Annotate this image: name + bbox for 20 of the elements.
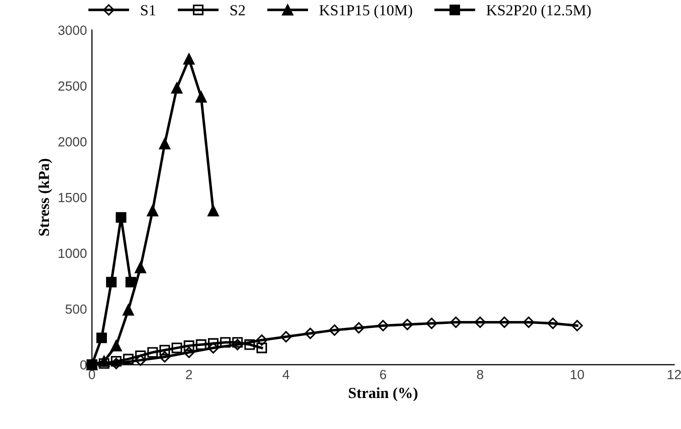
x-axis-title: Strain (%) <box>348 387 418 402</box>
x-tick-label: 2 <box>186 370 192 380</box>
y-tick-label: 1500 <box>58 192 87 202</box>
y-tick-label: 500 <box>66 304 87 314</box>
x-tick-label: 0 <box>88 370 96 380</box>
legend-label: KS2P20 (12.5M) <box>486 4 591 19</box>
y-tick-label: 0 <box>80 360 87 370</box>
x-tick-label: 12 <box>668 370 681 380</box>
y-tick-label: 3000 <box>58 26 87 35</box>
y-axis-title: Stress (kPa) <box>38 158 52 236</box>
y-tick-label: 1000 <box>58 248 87 258</box>
x-tick-label: 10 <box>570 370 584 380</box>
x-tick-label: 4 <box>282 370 290 380</box>
legend-label: S2 <box>230 5 245 16</box>
legend-label: KS1P15 (10M) <box>319 4 412 19</box>
y-tick-label: 2000 <box>58 137 87 146</box>
y-tick-label: 2500 <box>58 81 87 91</box>
x-tick-label: 8 <box>477 370 484 380</box>
legend-label: S1 <box>141 5 156 16</box>
x-tick-label: 6 <box>380 370 386 380</box>
